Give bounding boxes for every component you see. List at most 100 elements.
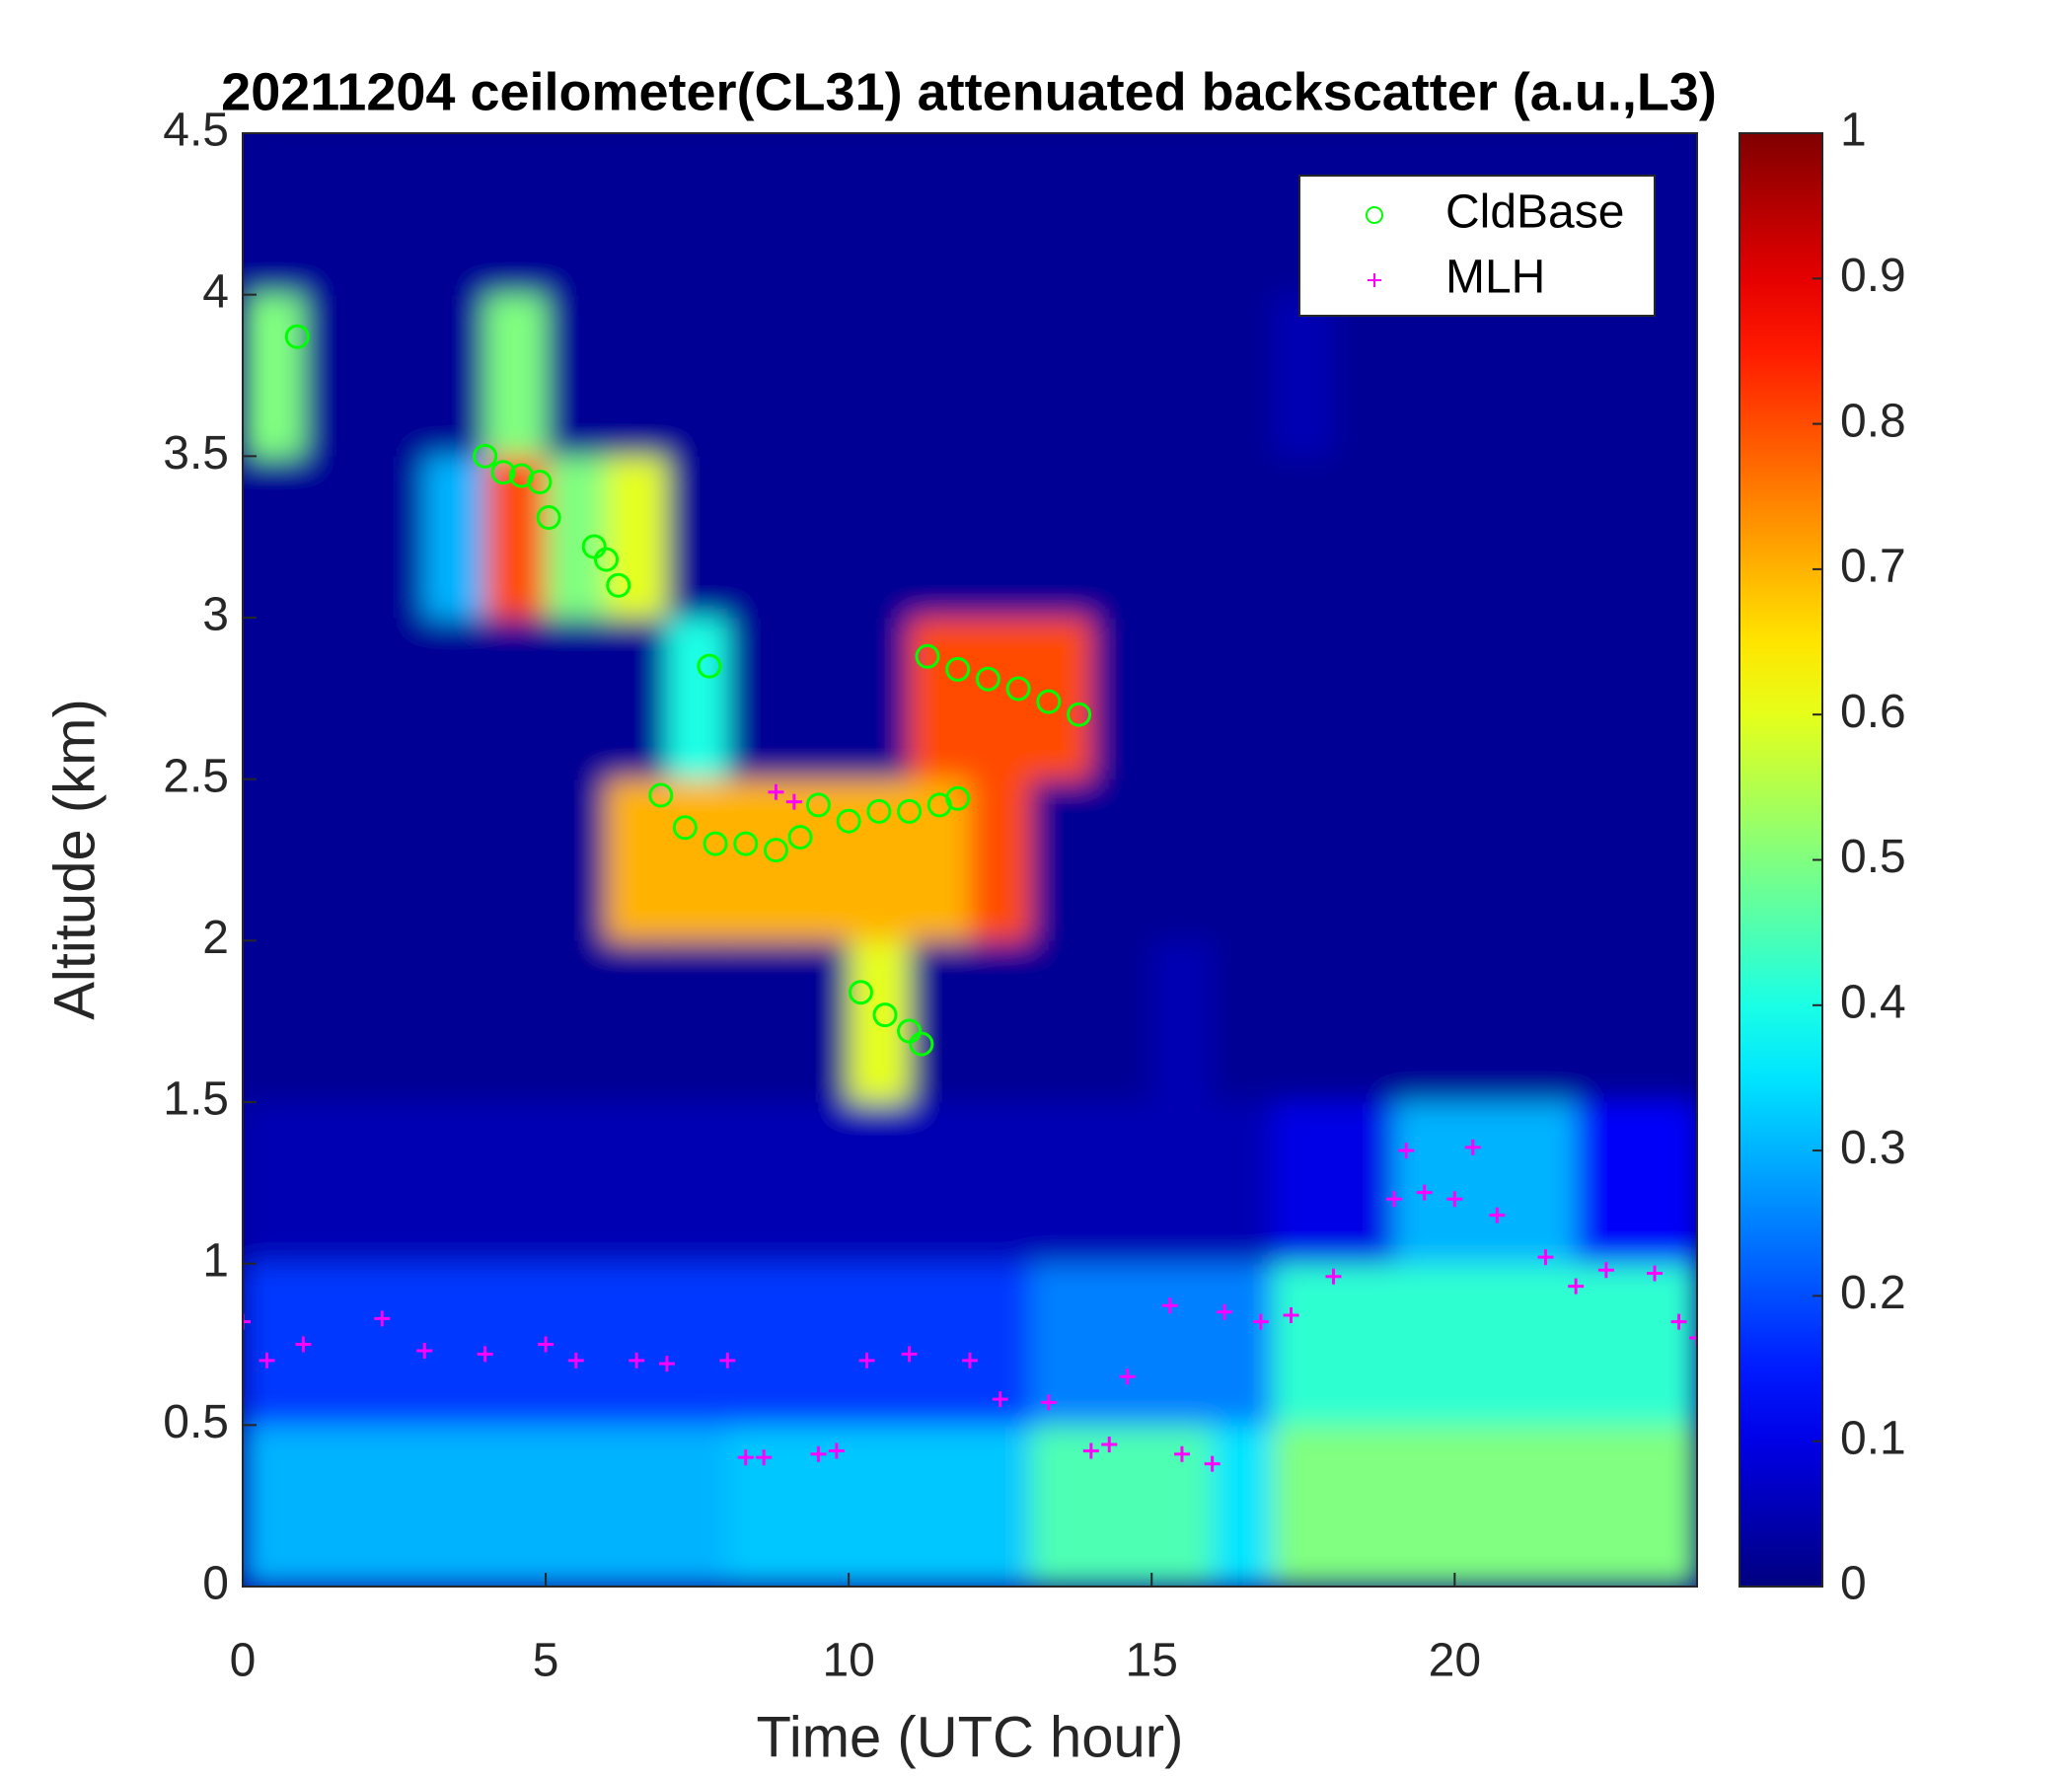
heatmap-cell <box>727 456 789 619</box>
colorbar-tick-label: 0.4 <box>1840 976 1906 1028</box>
heatmap-cell <box>424 1425 486 1587</box>
mlh-marker <box>737 1449 754 1466</box>
mlh-marker <box>1398 1143 1415 1159</box>
heatmap-cell <box>1515 456 1577 619</box>
heatmap-cell <box>1333 294 1395 457</box>
heatmap-cell <box>727 1263 789 1426</box>
heatmap-cell <box>243 618 304 780</box>
heatmap-cell <box>1090 618 1152 780</box>
heatmap-cell <box>546 778 607 941</box>
heatmap-cell <box>1333 456 1395 619</box>
heatmap-cell <box>243 133 304 296</box>
heatmap-cell <box>606 1425 668 1587</box>
heatmap-cell <box>363 456 425 619</box>
heatmap-cell <box>727 1425 789 1587</box>
colorbar-tick-label: 0.9 <box>1840 250 1906 302</box>
heatmap-cell <box>1454 618 1517 780</box>
heatmap-cell <box>787 1263 850 1426</box>
heatmap-cell <box>787 456 850 619</box>
heatmap-cell <box>1273 456 1334 619</box>
y-tick-label: 3.5 <box>163 427 229 480</box>
heatmap-cell <box>1212 618 1274 780</box>
heatmap-cell <box>1151 1263 1214 1426</box>
heatmap-cell <box>303 1102 365 1265</box>
heatmap-cell <box>1636 1425 1697 1587</box>
heatmap-cell <box>1393 940 1455 1103</box>
mlh-marker <box>828 1443 845 1459</box>
heatmap-cell <box>1273 940 1334 1103</box>
heatmap-cell <box>727 618 789 780</box>
heatmap-cell <box>1212 456 1274 619</box>
heatmap-cell <box>909 456 971 619</box>
mlh-marker <box>1161 1297 1178 1314</box>
heatmap-cell <box>909 1102 971 1265</box>
legend-marker <box>1368 273 1381 287</box>
heatmap-cell <box>1576 618 1638 780</box>
mlh-marker <box>629 1352 645 1369</box>
heatmap-cells <box>243 133 1697 1587</box>
heatmap-cell <box>1576 778 1638 941</box>
heatmap-cell <box>484 1425 547 1587</box>
colorbar-tick-label: 0.7 <box>1840 541 1906 593</box>
heatmap-cell <box>606 940 668 1103</box>
cldbase-marker <box>606 572 631 598</box>
heatmap-cell <box>1151 456 1214 619</box>
heatmap-cell <box>1576 1263 1638 1426</box>
colorbar-tick-label: 0.6 <box>1840 686 1906 738</box>
heatmap-cell <box>970 294 1031 457</box>
heatmap-cell <box>606 1102 668 1265</box>
heatmap-cell <box>1576 1425 1638 1587</box>
heatmap-cell <box>484 294 547 457</box>
mlh-marker <box>1446 1191 1463 1208</box>
cldbase-marker <box>473 443 498 469</box>
heatmap-cell <box>484 1102 547 1265</box>
heatmap-cell <box>909 618 971 780</box>
mlh-marker <box>1173 1445 1190 1462</box>
heatmap-cell <box>1576 456 1638 619</box>
y-tick-label: 3 <box>202 589 229 641</box>
heatmap-cell <box>606 1263 668 1426</box>
colorbar-tick-label: 0.1 <box>1840 1412 1906 1464</box>
heatmap-cell <box>1454 456 1517 619</box>
heatmap-cell <box>1576 294 1638 457</box>
y-tick-label: 4 <box>202 265 229 318</box>
heatmap-cell <box>1151 294 1214 457</box>
cldbase-marker <box>1005 676 1031 702</box>
heatmap-cell <box>727 133 789 296</box>
heatmap-cell <box>849 456 911 619</box>
y-tick-label: 2.5 <box>163 750 229 802</box>
heatmap-cell <box>849 1263 911 1426</box>
heatmap-cell <box>1393 618 1455 780</box>
heatmap-cell <box>787 133 850 296</box>
heatmap-cell <box>303 1425 365 1587</box>
heatmap-cell <box>1151 940 1214 1103</box>
heatmap-cell <box>1273 778 1334 941</box>
cldbase-marker <box>536 505 561 531</box>
cldbase-marker <box>594 547 619 572</box>
heatmap-cell <box>970 133 1031 296</box>
cldbase-marker <box>527 470 553 495</box>
markers <box>243 324 1697 1472</box>
heatmap-cell <box>787 940 850 1103</box>
mlh-marker <box>1689 1329 1697 1346</box>
mlh-marker <box>295 1336 312 1353</box>
mlh-marker <box>1040 1394 1057 1411</box>
y-axis-label: Altitude (km) <box>42 699 107 1020</box>
heatmap-cell <box>1030 778 1092 941</box>
heatmap-cell <box>243 1425 304 1587</box>
heatmap-cell <box>606 778 668 941</box>
y-tick-label: 4.5 <box>163 105 229 157</box>
mlh-marker <box>901 1346 918 1363</box>
cldbase-marker <box>672 815 698 841</box>
heatmap-cell <box>1636 618 1697 780</box>
cldbase-marker <box>909 1031 934 1057</box>
heatmap-cell <box>606 618 668 780</box>
heatmap-cell <box>909 294 971 457</box>
x-tick-label: 10 <box>822 1635 874 1687</box>
heatmap-cell <box>1151 778 1214 941</box>
mlh-marker <box>858 1352 875 1369</box>
heatmap-cell <box>909 1425 971 1587</box>
x-tick-label: 20 <box>1429 1635 1481 1687</box>
mlh-marker <box>810 1445 827 1462</box>
heatmap-cell <box>606 133 668 296</box>
